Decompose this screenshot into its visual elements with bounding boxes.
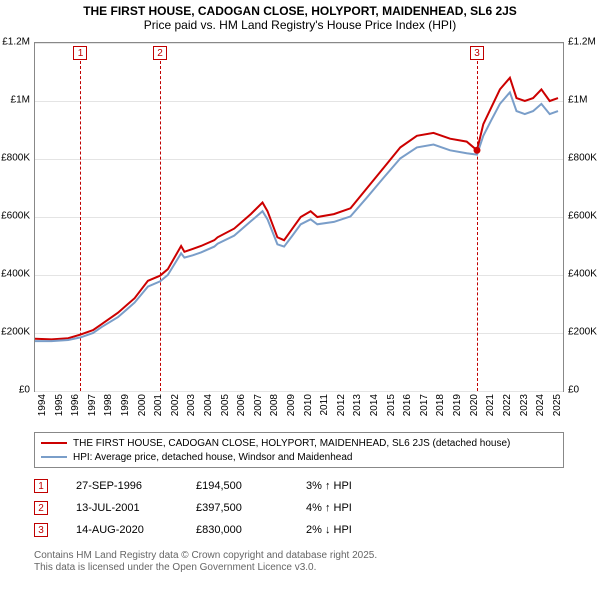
x-axis-label: 2011	[319, 394, 330, 416]
series-line-property	[35, 78, 558, 340]
x-axis-label: 2019	[452, 394, 463, 416]
x-axis-label: 1998	[103, 394, 114, 416]
x-axis-label: 2009	[286, 394, 297, 416]
x-axis-label: 2012	[336, 394, 347, 416]
x-axis-label: 2003	[186, 394, 197, 416]
y-axis-label-right: £400K	[568, 269, 597, 280]
legend-swatch	[41, 456, 67, 458]
x-axis-label: 2014	[369, 394, 380, 416]
chart-subtitle: Price paid vs. HM Land Registry's House …	[0, 18, 600, 32]
y-axis-label-right: £1M	[568, 95, 587, 106]
x-axis-label: 2018	[435, 394, 446, 416]
y-axis-label: £200K	[1, 327, 30, 338]
x-axis-label: 2017	[419, 394, 430, 416]
transaction-date: 27-SEP-1996	[76, 480, 196, 492]
x-axis-label: 1994	[37, 394, 48, 416]
x-axis-label: 2006	[236, 394, 247, 416]
transaction-price: £397,500	[196, 502, 306, 514]
legend-row: HPI: Average price, detached house, Wind…	[41, 450, 557, 464]
transaction-row: 3 14-AUG-2020£830,0002% ↓ HPI	[34, 519, 564, 541]
y-axis-label-right: £0	[568, 385, 579, 396]
x-axis-label: 2013	[352, 394, 363, 416]
x-axis-label: 2023	[519, 394, 530, 416]
transaction-table: 1 27-SEP-1996£194,5003% ↑ HPI 2 13-JUL-2001…	[34, 475, 564, 541]
transaction-delta: 4% ↑ HPI	[306, 502, 406, 514]
x-axis-label: 2004	[203, 394, 214, 416]
chart-title: THE FIRST HOUSE, CADOGAN CLOSE, HOLYPORT…	[0, 4, 600, 18]
y-axis-label: £800K	[1, 153, 30, 164]
footer-attribution: Contains HM Land Registry data © Crown c…	[34, 550, 377, 574]
x-axis-label: 1997	[87, 394, 98, 416]
transaction-delta: 2% ↓ HPI	[306, 524, 406, 536]
y-axis-label: £600K	[1, 211, 30, 222]
transaction-delta: 3% ↑ HPI	[306, 480, 406, 492]
chart-title-block: THE FIRST HOUSE, CADOGAN CLOSE, HOLYPORT…	[0, 0, 600, 32]
x-axis-label: 2002	[170, 394, 181, 416]
chart-area: 123 £0£200K£400K£600K£800K£1M£1.2M £0£20…	[34, 42, 564, 392]
plot-box: 1 2 3	[34, 42, 564, 392]
x-axis-label: 2022	[502, 394, 513, 416]
x-axis-label: 2001	[153, 394, 164, 416]
legend-label: THE FIRST HOUSE, CADOGAN CLOSE, HOLYPORT…	[73, 438, 510, 449]
x-axis-label: 2024	[535, 394, 546, 416]
x-axis-label: 2008	[269, 394, 280, 416]
series-line-hpi	[35, 92, 558, 341]
marker-badge: 2	[153, 46, 167, 60]
marker-badge: 2	[34, 501, 48, 515]
footer-line-1: Contains HM Land Registry data © Crown c…	[34, 550, 377, 562]
transaction-date: 13-JUL-2001	[76, 502, 196, 514]
y-axis-label-right: £1.2M	[568, 37, 596, 48]
marker-badge: 3	[470, 46, 484, 60]
sale-point-marker	[474, 147, 481, 154]
transaction-row: 1 27-SEP-1996£194,5003% ↑ HPI	[34, 475, 564, 497]
gridline	[35, 391, 563, 392]
x-axis-label: 2010	[303, 394, 314, 416]
y-axis-label: £400K	[1, 269, 30, 280]
y-axis-label: £1M	[11, 95, 30, 106]
transaction-price: £830,000	[196, 524, 306, 536]
x-axis-label: 2015	[386, 394, 397, 416]
y-axis-label: £1.2M	[2, 37, 30, 48]
x-axis-label: 2021	[485, 394, 496, 416]
marker-badge: 3	[34, 523, 48, 537]
y-axis-label: £0	[19, 385, 30, 396]
transaction-date: 14-AUG-2020	[76, 524, 196, 536]
marker-badge: 1	[34, 479, 48, 493]
transaction-row: 2 13-JUL-2001£397,5004% ↑ HPI	[34, 497, 564, 519]
x-axis-label: 2020	[469, 394, 480, 416]
x-axis-label: 1995	[54, 394, 65, 416]
x-axis-label: 2025	[552, 394, 563, 416]
x-axis-label: 2016	[402, 394, 413, 416]
legend-box: THE FIRST HOUSE, CADOGAN CLOSE, HOLYPORT…	[34, 432, 564, 468]
footer-line-2: This data is licensed under the Open Gov…	[34, 562, 377, 574]
transaction-price: £194,500	[196, 480, 306, 492]
y-axis-label-right: £600K	[568, 211, 597, 222]
x-axis-label: 2000	[137, 394, 148, 416]
marker-badge: 1	[73, 46, 87, 60]
legend-swatch	[41, 442, 67, 444]
x-axis-label: 2007	[253, 394, 264, 416]
x-axis-label: 1999	[120, 394, 131, 416]
y-axis-label-right: £800K	[568, 153, 597, 164]
x-axis-label: 2005	[220, 394, 231, 416]
legend-label: HPI: Average price, detached house, Wind…	[73, 452, 352, 463]
y-axis-label-right: £200K	[568, 327, 597, 338]
x-axis-label: 1996	[70, 394, 81, 416]
legend-row: THE FIRST HOUSE, CADOGAN CLOSE, HOLYPORT…	[41, 436, 557, 450]
